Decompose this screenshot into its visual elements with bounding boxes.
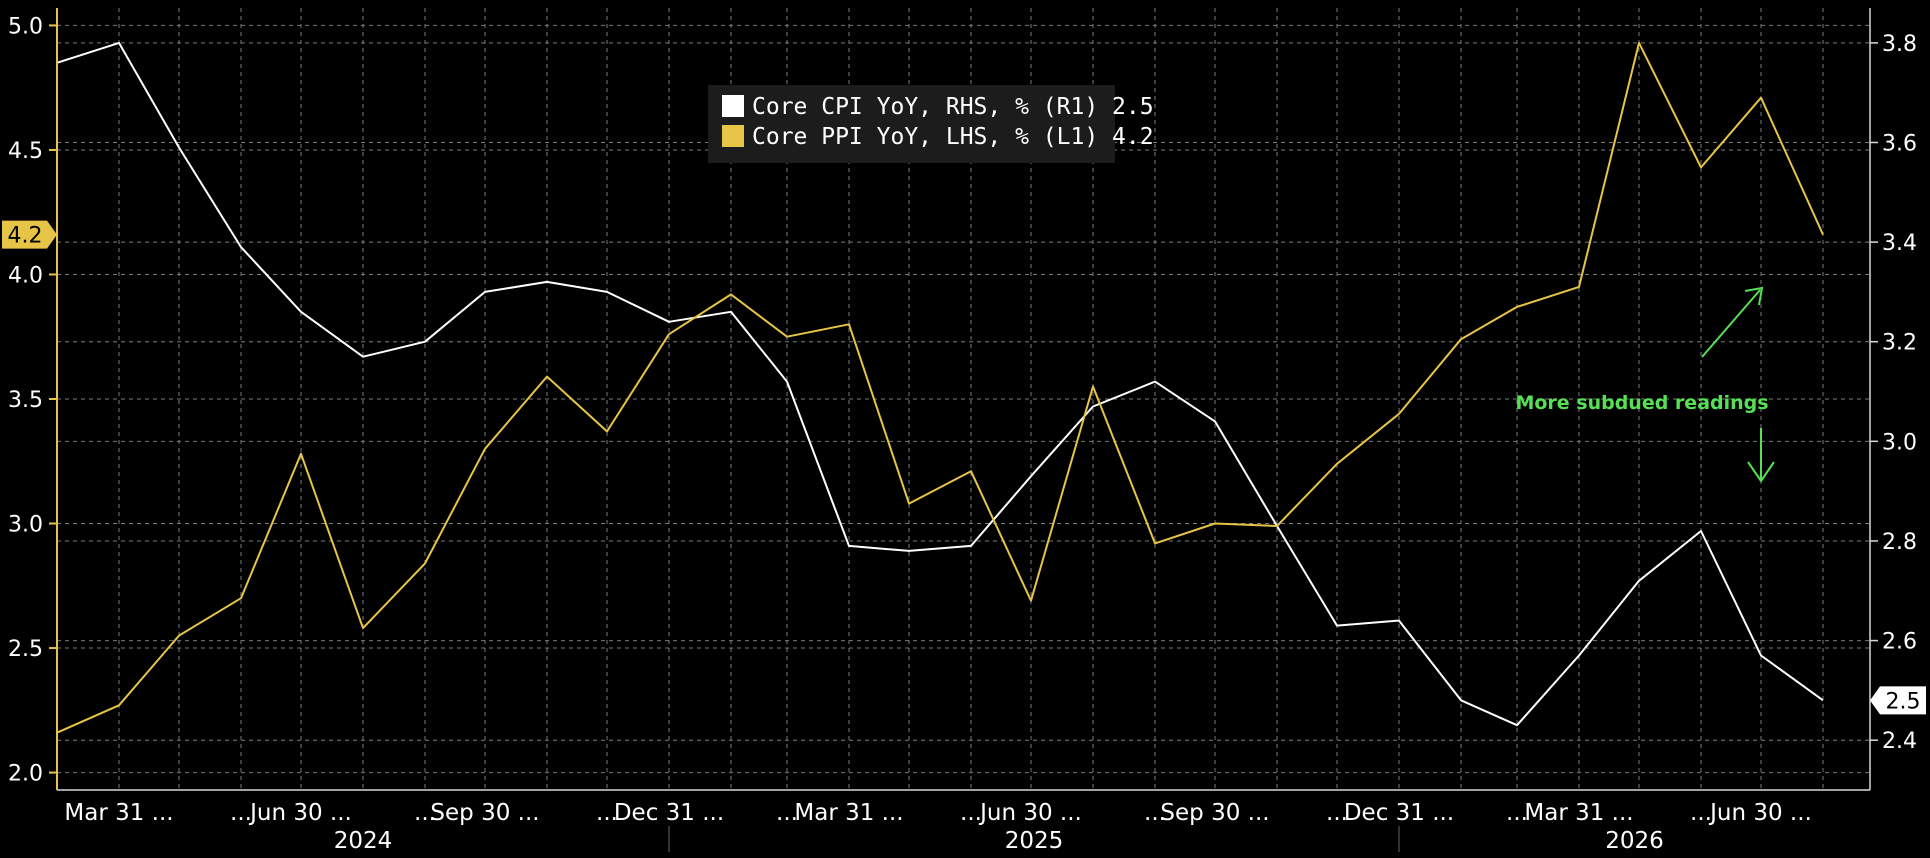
annotation-arrow-up — [1701, 289, 1761, 358]
legend: Core CPI YoY, RHS, % (R1) 2.5 Core PPI Yo… — [708, 85, 1154, 163]
x-tick-label: ... — [1506, 800, 1528, 826]
right-tick-label: 2.6 — [1882, 630, 1917, 655]
x-tick-label: Jun 30 ... — [978, 800, 1082, 826]
x-tick-label: ... — [414, 800, 436, 826]
left-tick-label: 2.5 — [8, 637, 43, 662]
year-label: 2024 — [334, 828, 393, 854]
left-tick-label: 5.0 — [8, 14, 43, 39]
x-tick-label: Mar 31 ... — [794, 800, 903, 826]
legend-entry-label: Core CPI YoY, RHS, % (R1) 2.5 — [752, 94, 1154, 120]
right-tick-label: 3.2 — [1882, 331, 1917, 356]
x-tick-label: Jun 30 ... — [1708, 800, 1812, 826]
right-tick-label: 3.6 — [1882, 131, 1917, 156]
x-tick-label: Mar 31 ... — [1524, 800, 1633, 826]
x-tick-label: Dec 31 ... — [614, 800, 724, 826]
annotation-text: More subdued readings — [1515, 392, 1768, 414]
left-tick-label: 4.5 — [8, 139, 43, 164]
annotation-arrowhead-down — [1747, 461, 1775, 483]
x-tick-label: ... — [776, 800, 798, 826]
right-tick-label: 2.8 — [1882, 530, 1917, 555]
year-label: 2026 — [1605, 828, 1664, 854]
year-label: 2025 — [1005, 828, 1064, 854]
left-tick-label: 2.0 — [8, 762, 43, 787]
x-tick-label: Sep 30 ... — [430, 800, 539, 826]
legend-swatch — [722, 95, 744, 117]
right-tick-label: 2.4 — [1882, 729, 1917, 754]
x-tick-label: ... — [596, 800, 618, 826]
x-tick-label: Mar 31 ... — [64, 800, 173, 826]
series-layer — [56, 41, 1824, 734]
right-current-marker-label: 2.5 — [1886, 689, 1921, 714]
right-tick-label: 3.0 — [1882, 430, 1917, 455]
left-tick-label: 3.0 — [8, 513, 43, 538]
left-tick-label: 4.0 — [8, 263, 43, 288]
x-tick-label: Sep 30 ... — [1160, 800, 1269, 826]
x-tick-label: Dec 31 ... — [1344, 800, 1454, 826]
annotation-layer: More subdued readings — [1515, 286, 1775, 483]
legend-box — [708, 85, 1115, 163]
left-current-marker — [2, 220, 57, 249]
x-tick-label: ... — [960, 800, 982, 826]
right-tick-label: 3.4 — [1882, 231, 1917, 256]
left-tick-label: 3.5 — [8, 388, 43, 413]
series-line-core-cpi — [56, 41, 1824, 727]
legend-entry-label: Core PPI YoY, LHS, % (L1) 4.2 — [752, 124, 1154, 150]
right-current-marker — [1870, 686, 1926, 715]
x-tick-label: ... — [230, 800, 252, 826]
x-tick-label: ... — [1144, 800, 1166, 826]
series-line-core-ppi — [56, 41, 1824, 734]
legend-swatch — [722, 125, 744, 147]
annotation-arrowhead-up — [1744, 286, 1764, 306]
left-current-marker-label: 4.2 — [8, 224, 43, 249]
x-tick-label: ... — [1326, 800, 1348, 826]
right-tick-label: 3.8 — [1882, 32, 1917, 57]
axis-layer: 2.0 2.5 3.0 3.5 4.0 4.5 5.0 4.2 2.4 2.6 2.8 3.0 3.2 3… — [2, 8, 1926, 854]
x-tick-label: ... — [1690, 800, 1712, 826]
x-tick-label: Jun 30 ... — [248, 800, 352, 826]
